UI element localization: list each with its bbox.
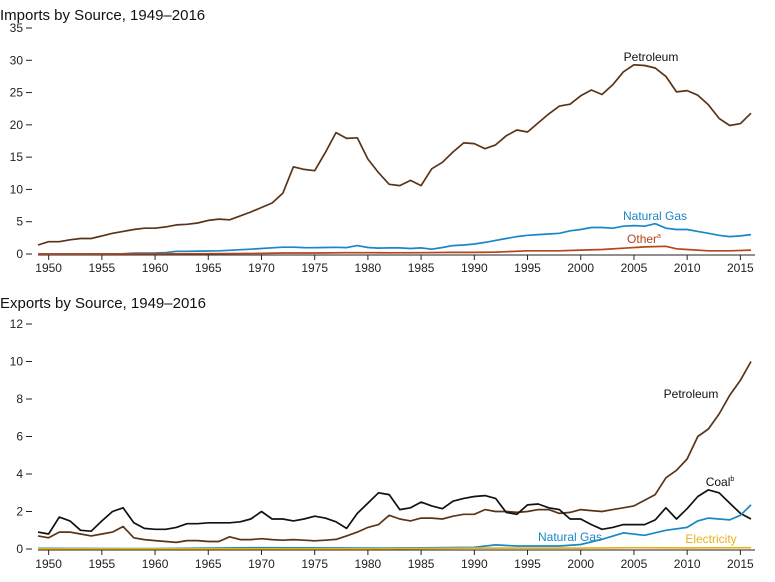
- x-tick-label-imports: 2005: [621, 261, 648, 275]
- y-tick-label-imports: 5: [16, 215, 23, 229]
- series-label-coal-exports: Coalb: [706, 475, 735, 489]
- x-tick-label-exports: 1960: [142, 557, 169, 571]
- x-tick-label-imports: 1965: [195, 261, 222, 275]
- x-tick-label-exports: 1965: [195, 557, 222, 571]
- x-tick-label-imports: 1990: [461, 261, 488, 275]
- x-tick-label-exports: 2015: [727, 557, 754, 571]
- x-tick-label-exports: 1970: [248, 557, 275, 571]
- y-tick-label-imports: 10: [10, 182, 24, 196]
- y-tick-label-imports: 30: [10, 53, 24, 67]
- x-tick-label-exports: 1950: [35, 557, 62, 571]
- series-line-electricity-exports: [38, 546, 752, 550]
- y-tick-label-exports: 0: [16, 542, 23, 556]
- series-line-natural-gas-exports: [37, 504, 752, 550]
- series-label-natural-gas-imports: Natural Gas: [623, 209, 687, 223]
- series-line-coal-exports: [37, 489, 752, 535]
- x-tick-label-exports: 1995: [514, 557, 541, 571]
- series-label-petroleum-exports: Petroleum: [664, 387, 719, 401]
- x-tick-label-imports: 1960: [142, 261, 169, 275]
- y-tick-label-exports: 12: [10, 317, 24, 331]
- x-tick-label-imports: 1970: [248, 261, 275, 275]
- y-tick-label-imports: 0: [16, 247, 23, 261]
- y-tick-label-imports: 35: [10, 21, 24, 35]
- series-line-petroleum-imports: [37, 63, 752, 246]
- x-tick-label-imports: 1955: [88, 261, 115, 275]
- y-tick-label-exports: 8: [16, 392, 23, 406]
- footnote-marker: a: [657, 233, 661, 240]
- y-tick-label-exports: 4: [16, 467, 23, 481]
- x-tick-label-exports: 1955: [88, 557, 115, 571]
- x-tick-label-imports: 1995: [514, 261, 541, 275]
- y-tick-label-imports: 25: [10, 86, 24, 100]
- x-tick-label-imports: 1950: [35, 261, 62, 275]
- chart-title-imports: Imports by Source, 1949–2016: [0, 7, 205, 24]
- series-label-petroleum-imports: Petroleum: [624, 50, 679, 64]
- series-line-other-imports: [37, 245, 752, 255]
- x-tick-label-exports: 1975: [301, 557, 328, 571]
- series-label-electricity-exports: Electricity: [685, 532, 736, 546]
- series-label-natural-gas-exports: Natural Gas: [538, 530, 602, 544]
- y-tick-label-imports: 20: [10, 118, 24, 132]
- y-tick-label-exports: 2: [16, 505, 23, 519]
- x-tick-label-exports: 2005: [621, 557, 648, 571]
- x-tick-label-exports: 2000: [567, 557, 594, 571]
- x-tick-label-imports: 1975: [301, 261, 328, 275]
- x-tick-label-imports: 2015: [727, 261, 754, 275]
- y-tick-label-exports: 10: [10, 355, 24, 369]
- x-tick-label-imports: 2000: [567, 261, 594, 275]
- x-tick-label-exports: 1990: [461, 557, 488, 571]
- chart-title-exports: Exports by Source, 1949–2016: [0, 295, 206, 312]
- x-tick-label-imports: 1980: [355, 261, 382, 275]
- series-label-other-imports: Othera: [627, 232, 661, 246]
- x-tick-label-exports: 1980: [355, 557, 382, 571]
- x-tick-label-exports: 1985: [408, 557, 435, 571]
- x-tick-label-imports: 1985: [408, 261, 435, 275]
- series-line-natural-gas-imports: [38, 222, 752, 255]
- footnote-marker: b: [730, 476, 734, 483]
- x-tick-label-imports: 2010: [674, 261, 701, 275]
- y-tick-label-exports: 6: [16, 430, 23, 444]
- y-tick-label-imports: 15: [10, 150, 24, 164]
- x-tick-label-exports: 2010: [674, 557, 701, 571]
- series-line-petroleum-exports: [37, 361, 752, 544]
